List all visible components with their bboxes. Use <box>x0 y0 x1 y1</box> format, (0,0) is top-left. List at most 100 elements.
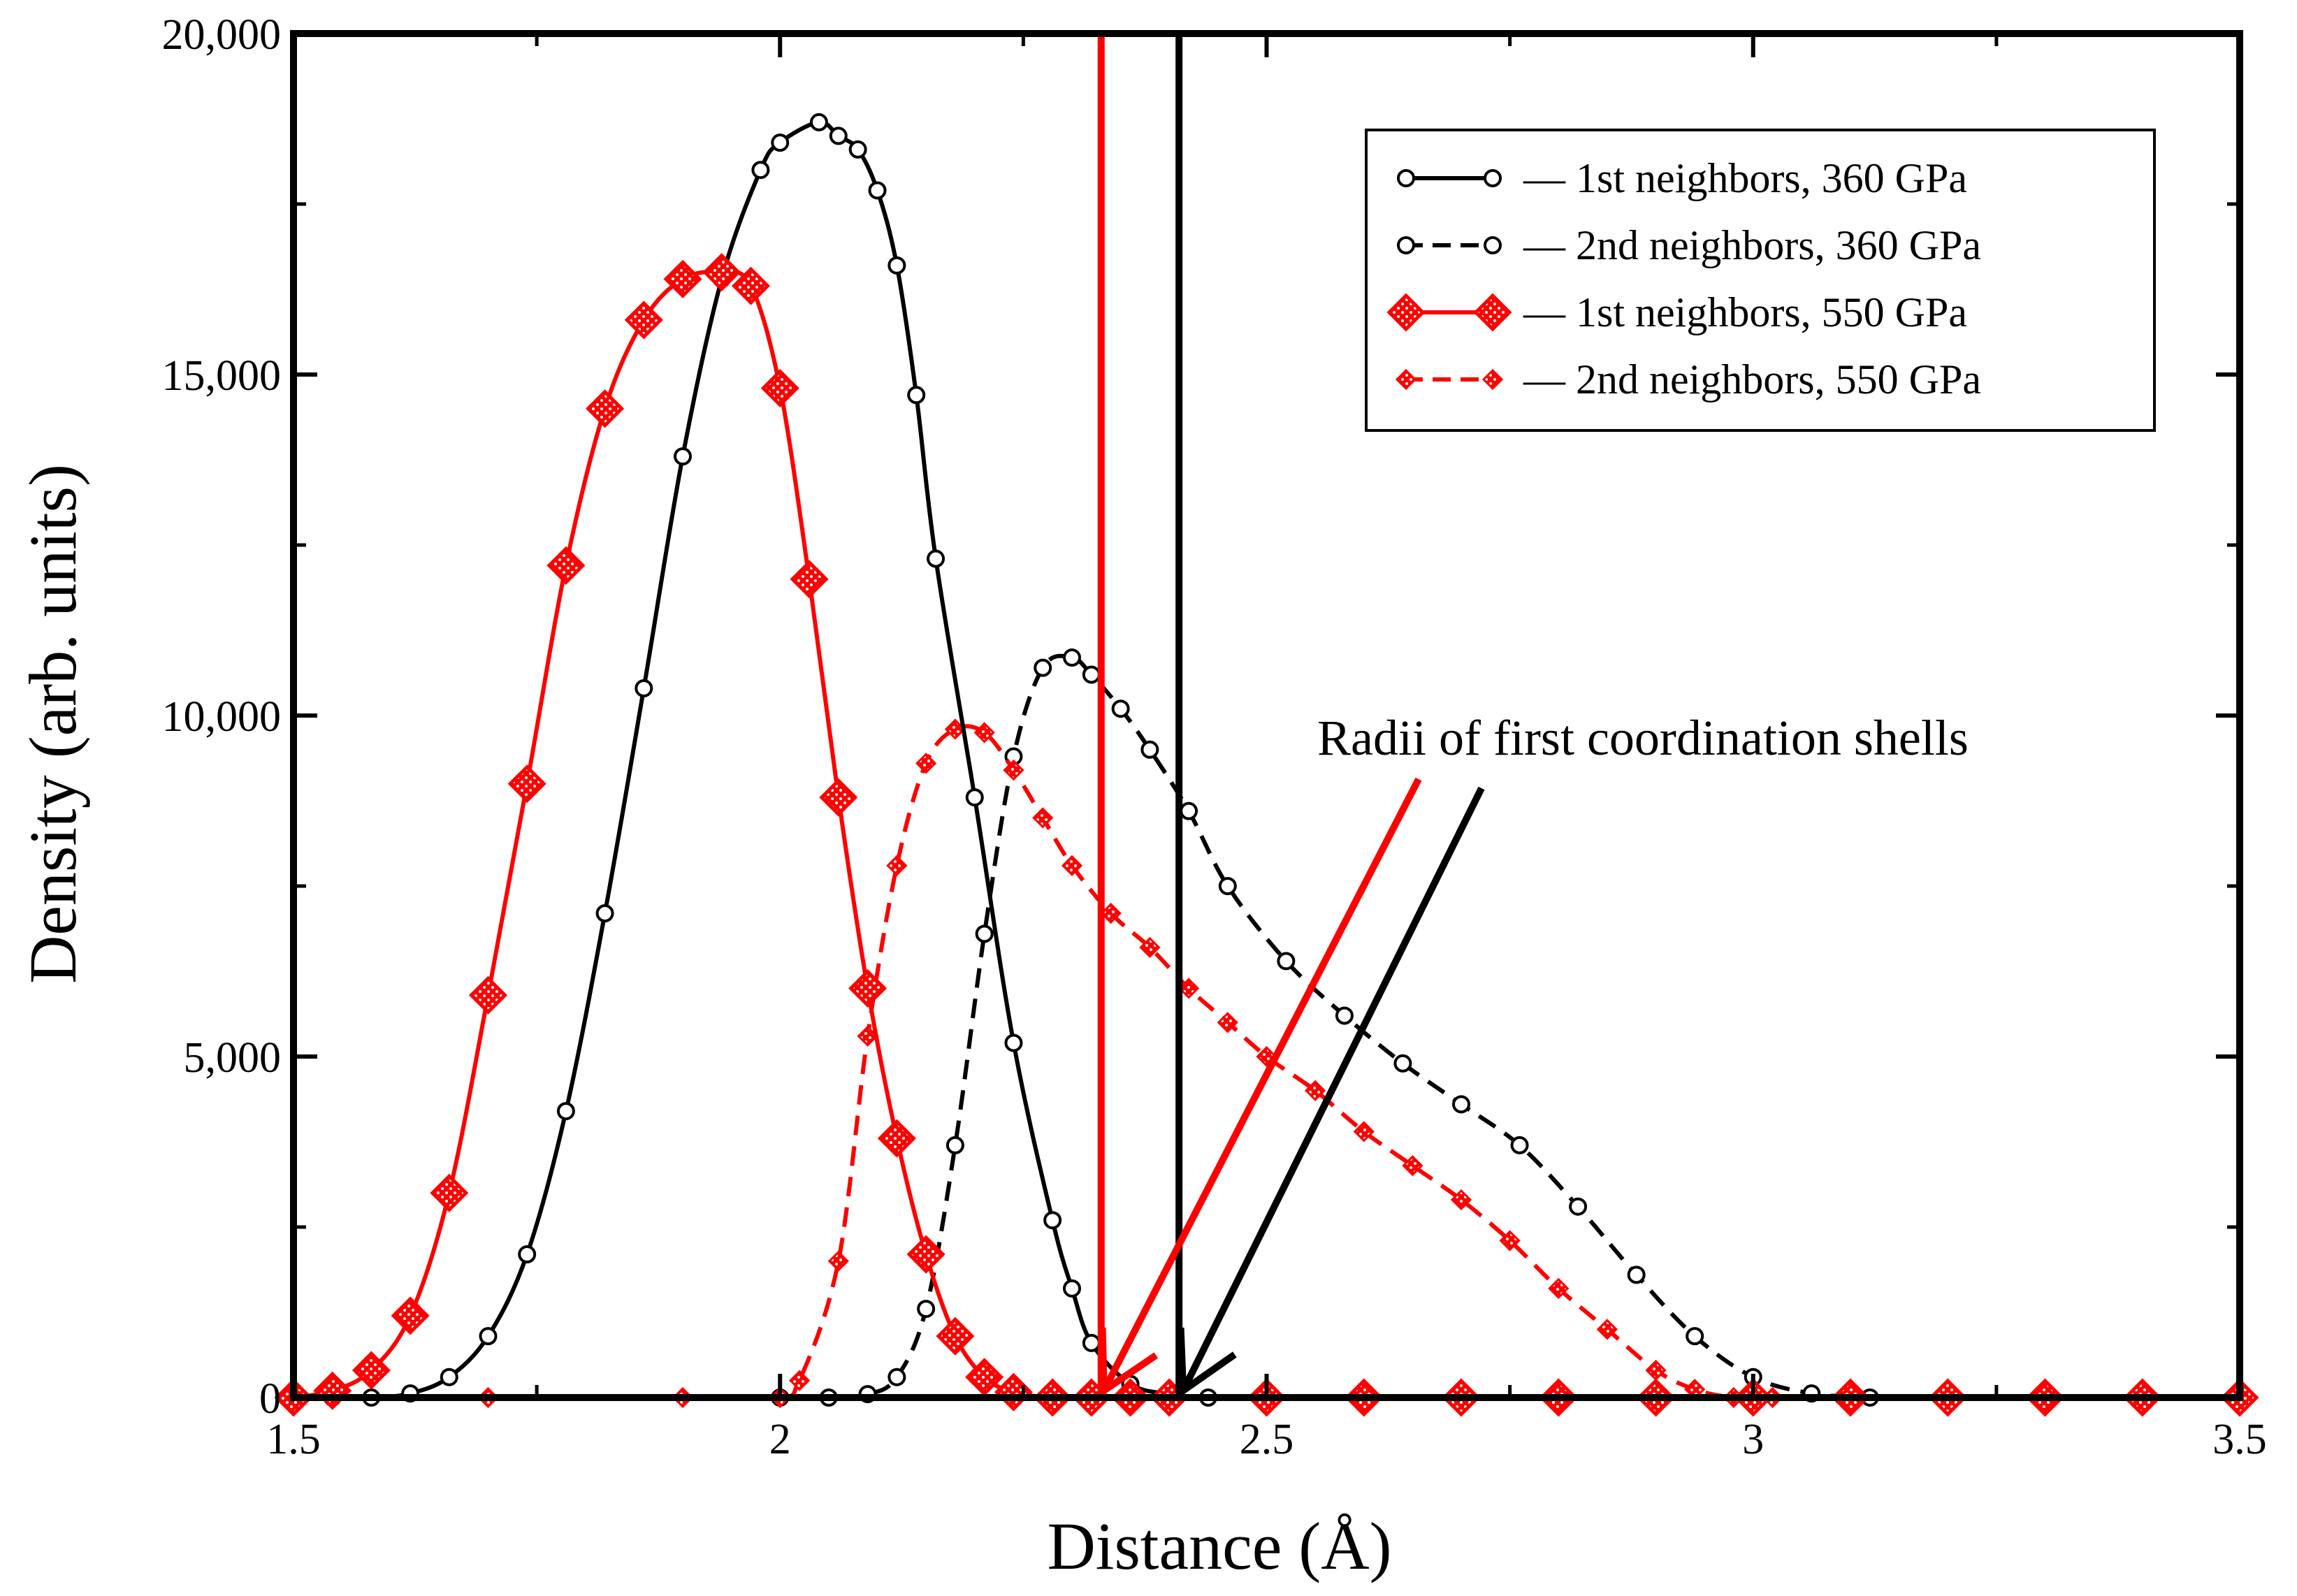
data-point <box>965 1358 1004 1397</box>
data-point <box>556 1102 575 1121</box>
legend-marker <box>1386 293 1426 332</box>
data-point <box>1627 1265 1646 1284</box>
legend-label: — 2nd neighbors, 550 GPa <box>1523 356 1981 402</box>
data-point <box>674 447 692 466</box>
x-tick-label: 3.5 <box>2212 1416 2267 1463</box>
data-point <box>848 140 867 159</box>
series-line <box>780 653 1871 1400</box>
data-point <box>1004 1033 1023 1052</box>
data-point <box>1596 1319 1618 1340</box>
data-point <box>887 1368 906 1386</box>
data-point <box>313 1371 352 1410</box>
data-point <box>518 1245 537 1264</box>
data-point <box>468 975 508 1015</box>
data-point <box>1082 1333 1101 1352</box>
x-tick-label: 2.5 <box>1240 1416 1294 1463</box>
legend: — 1st neighbors, 360 GPa — 2nd neighbors,… <box>1365 129 2156 432</box>
data-point <box>877 1119 916 1158</box>
series-1 <box>323 113 1276 1407</box>
data-point <box>391 1296 430 1335</box>
data-point <box>771 133 790 152</box>
y-axis-title: Density (arb. units) <box>15 464 90 984</box>
data-point <box>352 1351 391 1390</box>
data-point <box>1353 1121 1375 1142</box>
y-tick-label: 5,000 <box>184 1034 282 1082</box>
data-point <box>936 1316 975 1356</box>
x-tick-label: 2 <box>769 1416 791 1463</box>
series-4 <box>282 718 2251 1409</box>
legend-marker <box>1397 169 1415 187</box>
data-point <box>1061 855 1083 876</box>
annotation-arrows <box>1099 777 1485 1398</box>
y-tick-label: 0 <box>259 1375 281 1423</box>
legend-marker <box>1397 236 1415 254</box>
data-point <box>1499 1230 1521 1252</box>
data-point <box>479 1327 498 1346</box>
radius-lines <box>1097 34 1183 1398</box>
data-point <box>595 904 614 923</box>
data-point <box>546 546 586 585</box>
data-point <box>1111 699 1130 718</box>
data-point <box>1569 1197 1588 1216</box>
x-tick-labels: 1.5 2 2.5 3 3.5 <box>266 1416 2267 1463</box>
data-point <box>731 266 771 305</box>
data-point <box>788 1370 811 1391</box>
data-point <box>975 924 994 943</box>
data-point <box>1548 1277 1570 1299</box>
data-point <box>1393 1054 1412 1073</box>
data-point <box>1140 740 1159 759</box>
data-point <box>945 1136 964 1154</box>
data-point <box>1218 877 1237 895</box>
data-point <box>1003 759 1024 781</box>
data-point <box>809 113 828 131</box>
data-point <box>1452 1095 1470 1114</box>
series-line <box>293 724 2240 1400</box>
data-point <box>1510 1136 1529 1154</box>
data-point <box>973 722 995 743</box>
data-point <box>906 1235 945 1274</box>
data-point <box>907 386 926 405</box>
data-point <box>1335 1006 1354 1025</box>
legend-label: — 1st neighbors, 550 GPa <box>1523 289 1967 335</box>
y-tick-label: 15,000 <box>162 352 282 400</box>
annotation-arrow <box>1180 786 1485 1393</box>
arrow-head <box>1177 1327 1237 1398</box>
data-point <box>751 161 770 180</box>
data-point <box>848 969 887 1008</box>
data-point <box>965 788 984 807</box>
series-layer <box>274 113 2259 1417</box>
data-point <box>624 300 663 340</box>
data-point <box>760 368 799 408</box>
data-point <box>440 1368 458 1386</box>
data-point <box>887 256 906 275</box>
data-point <box>1277 952 1296 971</box>
data-point <box>1063 648 1081 667</box>
data-point <box>868 181 887 200</box>
y-tick-label: 20,000 <box>162 11 282 59</box>
data-point <box>507 764 546 804</box>
data-point <box>827 1250 849 1272</box>
data-point <box>819 778 858 817</box>
series-line <box>332 119 1267 1400</box>
data-point <box>430 1173 469 1212</box>
series-3 <box>274 253 2259 1417</box>
annotation-radii-label: Radii of first coordination shells <box>1317 710 1969 766</box>
data-point <box>1032 807 1054 829</box>
legend-marker <box>1395 368 1417 391</box>
data-point <box>790 560 829 599</box>
x-tick-label: 1.5 <box>266 1416 321 1463</box>
axis-ticks <box>291 31 2242 1400</box>
data-point <box>1034 658 1052 677</box>
data-point <box>1402 1155 1423 1177</box>
data-point <box>886 855 908 876</box>
data-point <box>915 753 937 774</box>
data-point <box>1100 902 1122 924</box>
x-tick-label: 3 <box>1742 1416 1764 1463</box>
data-point <box>1180 801 1198 820</box>
annotation-arrow <box>1101 777 1422 1393</box>
arrow-head <box>1099 1327 1159 1398</box>
data-point <box>1139 936 1161 958</box>
data-point <box>1450 1189 1472 1211</box>
data-point <box>1043 1211 1062 1230</box>
data-point <box>1063 1279 1081 1298</box>
